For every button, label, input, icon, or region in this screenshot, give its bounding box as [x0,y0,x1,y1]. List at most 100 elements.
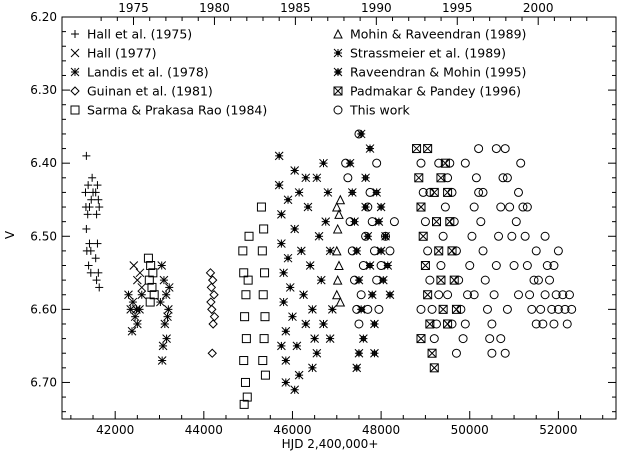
data-point [146,261,156,271]
y-tick-label: 6.70 [30,375,57,389]
data-point [130,312,140,322]
data-point [369,246,379,256]
data-point [522,261,532,271]
data-point [283,195,293,205]
data-point [513,290,523,300]
data-point [533,275,543,285]
data-point [354,129,364,139]
data-point [352,304,362,314]
data-point [458,334,468,344]
data-point [365,187,375,197]
data-point [545,275,555,285]
data-point [507,231,517,241]
data-point [91,188,100,197]
data-point [85,239,94,248]
data-point [83,210,92,219]
data-point [443,290,453,300]
data-point [469,202,479,212]
data-point [281,326,291,336]
data-point [553,304,563,314]
data-point [447,187,457,197]
data-point [549,261,559,271]
data-point [480,275,490,285]
x-tick-label: 52000 [539,423,577,437]
data-point [260,268,270,278]
legend-label: This work [349,103,411,118]
data-point [425,187,435,197]
data-point [70,105,80,115]
top-tick-label: 1990 [361,1,392,15]
data-point [325,246,335,256]
data-point [385,246,395,256]
data-point [149,290,159,300]
data-point [209,311,220,322]
x-tick-label: 48000 [362,423,400,437]
data-point [359,334,368,343]
data-point [474,144,484,154]
data-point [81,188,90,197]
data-point [520,231,530,241]
data-point [418,231,428,241]
data-point [70,86,80,96]
data-point [84,181,93,190]
data-point [367,290,377,300]
data-point [82,246,91,255]
data-point [71,30,79,38]
data-point [143,253,153,263]
data-point [281,356,291,365]
data-point [160,319,170,329]
data-point [323,188,333,197]
data-point [238,246,248,256]
data-point [451,246,461,256]
data-point [305,261,315,270]
legend-entry: Padmakar & Pandey (1996) [333,84,521,99]
data-point [239,268,249,278]
data-point [241,290,251,300]
data-point [496,202,506,212]
data-point [132,305,141,314]
data-point [308,363,317,373]
data-point [529,275,539,285]
data-point [148,268,158,278]
data-point [92,210,101,219]
data-point [538,319,548,329]
data-point [425,275,435,285]
data-point [163,312,172,322]
data-point [208,319,218,329]
data-point [491,144,501,154]
data-point [164,305,173,314]
data-point [319,158,328,168]
data-point [260,370,270,380]
x-tick-label: 44000 [185,423,223,437]
y-tick-label: 6.50 [30,229,57,243]
data-point [438,231,448,241]
data-point [381,231,391,241]
data-point [301,319,311,329]
data-point [432,217,442,227]
data-point [129,261,139,270]
data-point [478,246,488,256]
data-point [124,290,133,300]
data-point [352,363,362,373]
data-point [82,151,91,160]
data-point [343,173,353,183]
data-point [347,188,357,197]
data-point [341,158,351,168]
data-point [258,290,268,300]
data-point [259,224,269,234]
axis-ticks: 42000 44000 46000 48000 50000 52000 1975 1980 19… [30,1,616,437]
data-point [256,202,266,212]
legend-entry: Hall (1977) [70,46,157,61]
data-point [91,254,100,263]
data-point [454,275,464,285]
data-point [92,276,101,285]
data-point [476,217,486,227]
data-point [206,297,216,307]
data-point [456,304,466,314]
data-point [156,297,165,307]
data-point [500,348,510,358]
data-point [525,290,535,300]
data-point [423,290,433,300]
data-point [244,231,254,241]
data-point [498,173,508,183]
